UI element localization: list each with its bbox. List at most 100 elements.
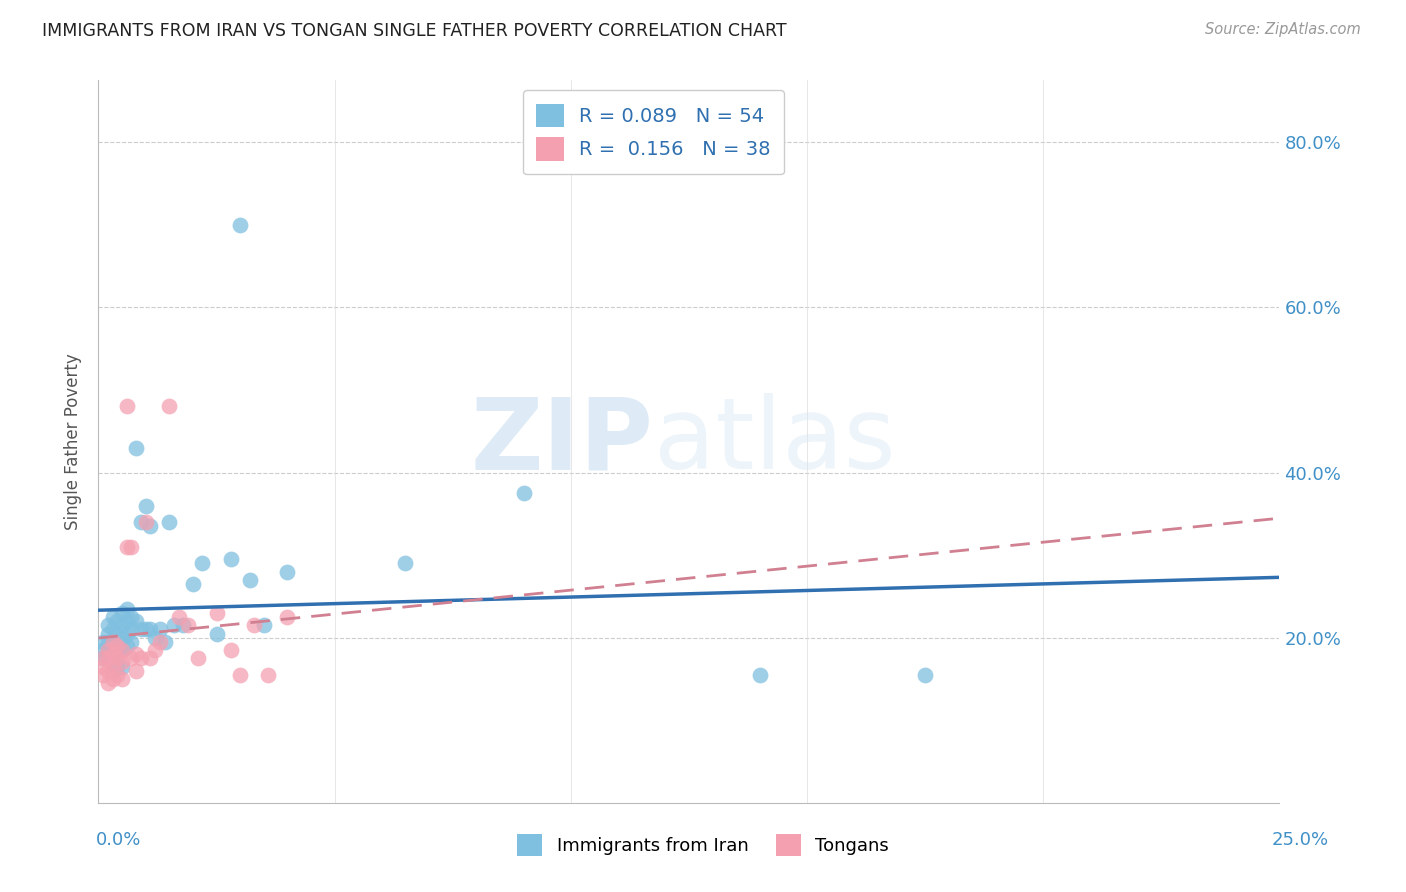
Point (111, 672, 134, 686)
Point (276, 565, 298, 579)
Legend: Immigrants from Iran, Tongans: Immigrants from Iran, Tongans (510, 827, 896, 863)
Point (243, 618, 266, 632)
Point (125, 441, 148, 455)
Point (157, 400, 180, 414)
Point (177, 618, 200, 632)
Point (101, 647, 124, 661)
Point (91, 668, 114, 682)
Text: atlas: atlas (654, 393, 896, 490)
Point (115, 540, 138, 554)
Text: ZIP: ZIP (471, 393, 654, 490)
Point (125, 614, 148, 628)
Point (139, 623, 162, 637)
Point (101, 634, 124, 648)
Point (394, 557, 416, 571)
Point (121, 540, 143, 554)
Point (748, 668, 770, 682)
Point (219, 643, 242, 657)
Point (97, 647, 120, 661)
Point (121, 610, 143, 624)
Point (115, 639, 138, 653)
Point (229, 668, 252, 682)
Point (101, 659, 124, 673)
Point (172, 618, 194, 632)
Point (91, 634, 114, 648)
Point (239, 573, 262, 587)
Point (105, 668, 128, 682)
Point (135, 623, 157, 637)
Point (101, 651, 124, 665)
Point (105, 643, 128, 657)
Point (143, 643, 166, 657)
Point (97, 676, 120, 690)
Text: Source: ZipAtlas.com: Source: ZipAtlas.com (1205, 22, 1361, 37)
Point (139, 519, 162, 533)
Point (91, 643, 114, 657)
Point (187, 651, 209, 665)
Text: 25.0%: 25.0% (1271, 831, 1329, 849)
Point (101, 610, 124, 624)
Point (105, 614, 128, 628)
Point (91, 651, 114, 665)
Point (229, 218, 252, 232)
Point (97, 626, 120, 640)
Point (121, 634, 143, 648)
Point (163, 618, 186, 632)
Point (97, 664, 120, 678)
Point (105, 651, 128, 665)
Point (257, 668, 280, 682)
Point (115, 614, 138, 628)
Point (167, 610, 190, 624)
Point (129, 623, 152, 637)
Point (101, 634, 124, 648)
Point (105, 626, 128, 640)
Point (105, 639, 128, 653)
Point (111, 631, 134, 645)
Point (101, 664, 124, 678)
Point (157, 515, 180, 529)
Point (191, 557, 214, 571)
Point (512, 486, 534, 500)
Point (115, 400, 138, 414)
Point (135, 499, 157, 513)
Point (125, 664, 148, 678)
Point (111, 606, 134, 620)
Point (205, 626, 228, 640)
Point (101, 623, 124, 637)
Legend: R = 0.089   N = 54, R =  0.156   N = 38: R = 0.089 N = 54, R = 0.156 N = 38 (523, 90, 785, 175)
Point (139, 651, 162, 665)
Text: IMMIGRANTS FROM IRAN VS TONGAN SINGLE FATHER POVERTY CORRELATION CHART: IMMIGRANTS FROM IRAN VS TONGAN SINGLE FA… (42, 22, 787, 40)
Point (111, 643, 134, 657)
Point (111, 656, 134, 670)
Point (121, 623, 143, 637)
Point (125, 647, 148, 661)
Point (149, 623, 172, 637)
Point (143, 631, 166, 645)
Point (91, 659, 114, 673)
Point (111, 643, 134, 657)
Point (105, 659, 128, 673)
Point (129, 515, 152, 529)
Point (111, 618, 134, 632)
Point (111, 659, 134, 673)
Point (219, 552, 242, 566)
Point (129, 651, 152, 665)
Point (97, 643, 120, 657)
Point (914, 668, 936, 682)
Point (181, 577, 204, 591)
Point (97, 618, 120, 632)
Text: 0.0%: 0.0% (96, 831, 141, 849)
Point (115, 626, 138, 640)
Point (253, 618, 276, 632)
Point (97, 651, 120, 665)
Point (115, 601, 138, 615)
Point (97, 634, 120, 648)
Point (149, 634, 172, 648)
Point (121, 651, 143, 665)
Point (205, 606, 228, 620)
Point (276, 610, 298, 624)
Point (101, 672, 124, 686)
Point (153, 634, 176, 648)
Y-axis label: Single Father Poverty: Single Father Poverty (65, 353, 83, 530)
Point (135, 515, 157, 529)
